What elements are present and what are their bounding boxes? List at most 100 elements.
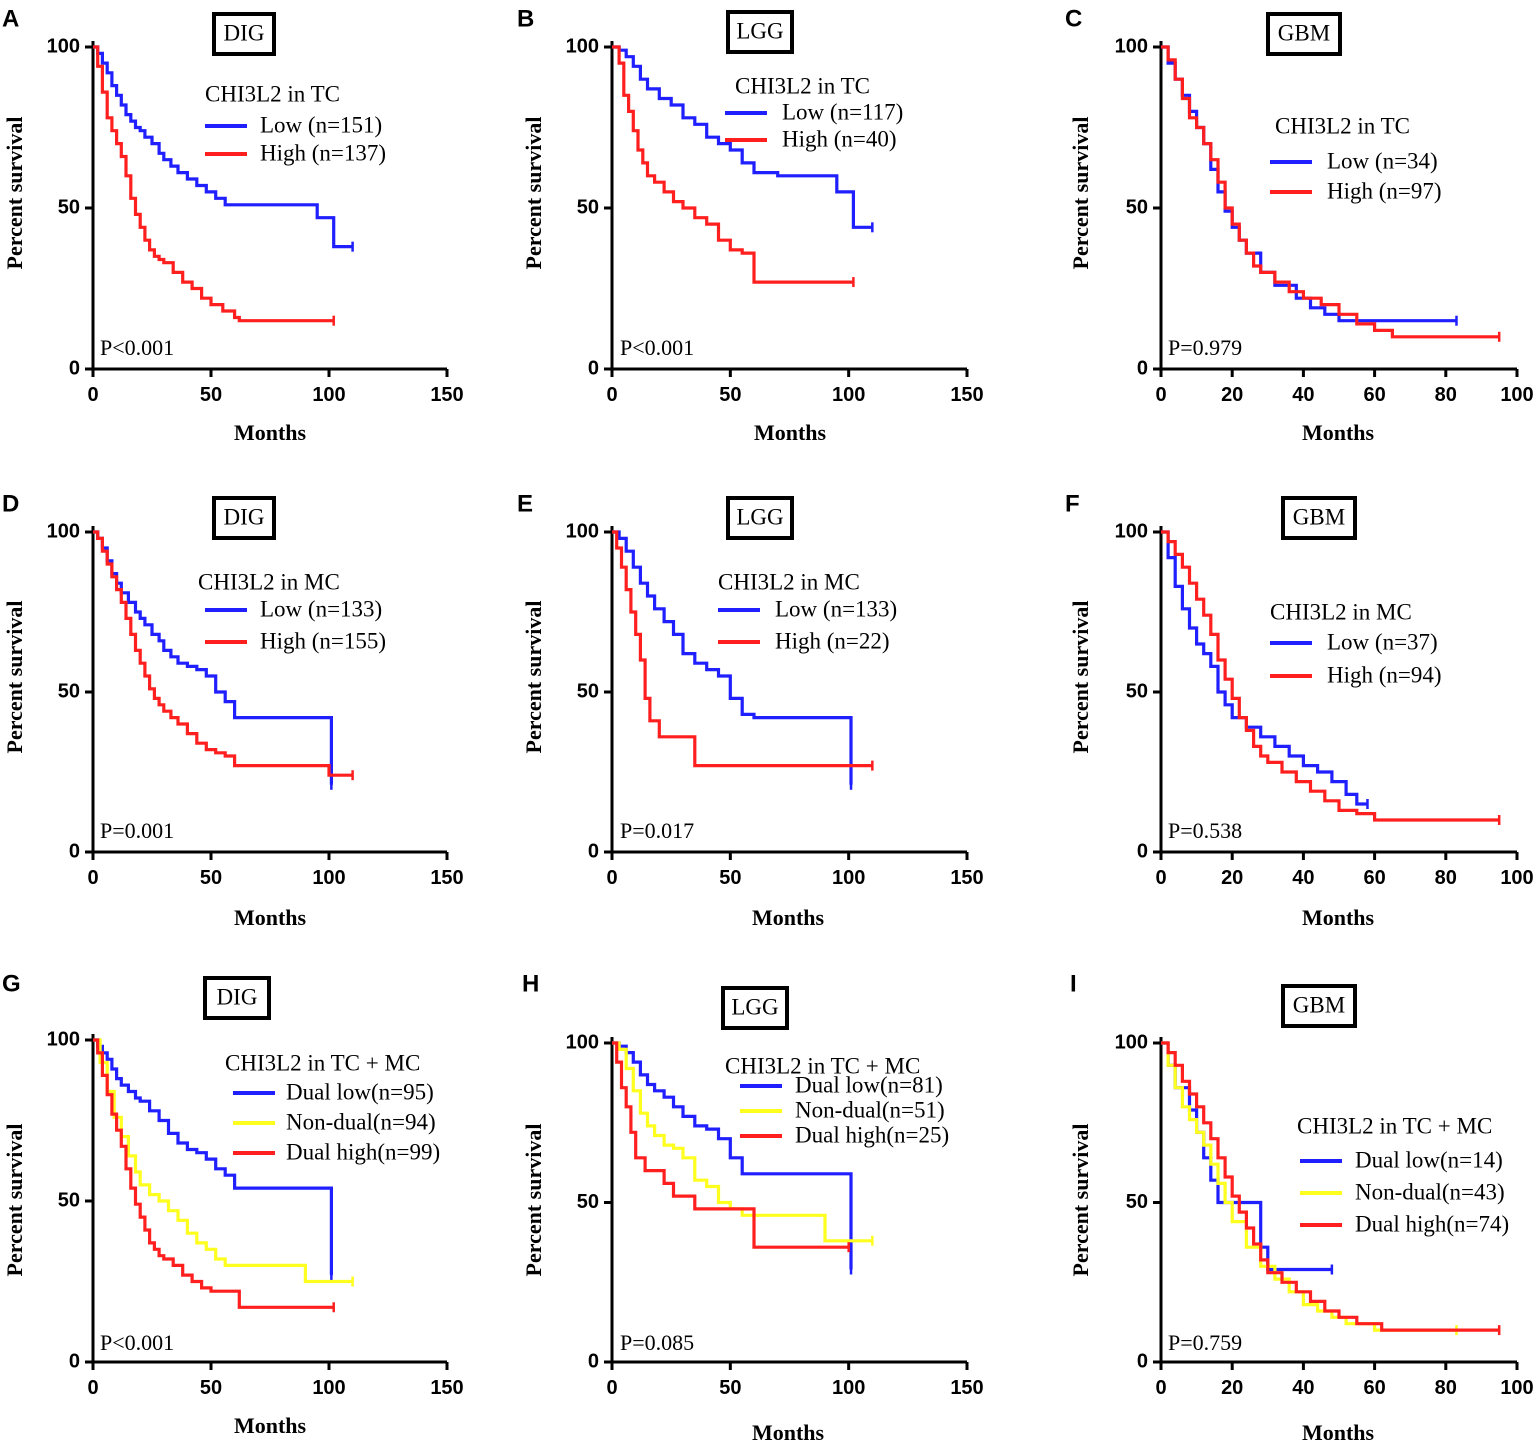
y-tick-label: 0 xyxy=(69,1350,80,1372)
x-tick-label: 60 xyxy=(1363,1377,1385,1399)
y-tick-label: 100 xyxy=(566,1031,599,1053)
p-value: P<0.001 xyxy=(100,1330,174,1355)
legend-label: High (n=40) xyxy=(782,126,897,151)
legend-label: Low (n=133) xyxy=(775,596,897,621)
legend-label: Non-dual(n=51) xyxy=(795,1097,945,1122)
legend-label: Low (n=117) xyxy=(782,99,903,124)
legend-title: CHI3L2 in TC xyxy=(205,81,340,106)
x-tick-label: 50 xyxy=(719,384,741,406)
legend-label: Low (n=37) xyxy=(1327,629,1438,654)
x-tick-label: 20 xyxy=(1221,1377,1243,1399)
panel-letter: A xyxy=(2,5,19,32)
panel-e: E LGG 0 50 100 0 50 100 150 Months Percent surviva… xyxy=(517,490,984,930)
x-tick-label: 0 xyxy=(1155,867,1166,889)
y-tick-label: 100 xyxy=(1115,1031,1148,1053)
y-axis-label: Percent survival xyxy=(2,601,27,754)
legend-label: Dual high(n=99) xyxy=(286,1139,440,1164)
x-tick-label: 20 xyxy=(1221,867,1243,889)
panel-letter: D xyxy=(2,490,19,517)
survival-curve-3 xyxy=(612,1041,849,1249)
survival-curve-1 xyxy=(612,530,853,785)
panel-letter: F xyxy=(1065,490,1080,517)
panel-i: I GBM 0 50 100 0 20 40 60 80 100 Months Percent surv… xyxy=(1068,970,1534,1445)
x-tick-label: 0 xyxy=(87,1377,98,1399)
x-axis-label: Months xyxy=(754,420,827,445)
legend-label: Dual high(n=25) xyxy=(795,1122,949,1147)
y-tick-label: 50 xyxy=(1126,680,1148,702)
x-tick-label: 150 xyxy=(950,384,983,406)
box-title: LGG xyxy=(731,994,778,1019)
x-axis-label: Months xyxy=(1302,420,1375,445)
y-axis-label: Percent survival xyxy=(1068,117,1093,270)
legend-title: CHI3L2 in TC + MC xyxy=(725,1053,920,1078)
y-tick-label: 100 xyxy=(566,520,599,542)
y-tick-label: 0 xyxy=(588,840,599,862)
box-title: LGG xyxy=(736,504,783,529)
x-tick-label: 20 xyxy=(1221,384,1243,406)
legend-label: High (n=155) xyxy=(260,628,386,653)
y-tick-label: 50 xyxy=(58,680,80,702)
panel-d: D DIG 0 50 100 0 50 100 150 Months Percent surviva… xyxy=(2,490,464,930)
x-tick-label: 60 xyxy=(1363,867,1385,889)
survival-curve-2 xyxy=(612,45,854,284)
x-tick-label: 100 xyxy=(312,867,345,889)
x-axis-label: Months xyxy=(234,420,307,445)
x-tick-label: 150 xyxy=(430,1377,463,1399)
y-axis-label: Percent survival xyxy=(521,117,546,270)
x-tick-label: 50 xyxy=(200,867,222,889)
y-tick-label: 0 xyxy=(1137,357,1148,379)
survival-curve-1 xyxy=(93,45,353,249)
y-tick-label: 100 xyxy=(1115,35,1148,57)
legend-label: Dual low(n=95) xyxy=(286,1079,434,1104)
panel-b: B LGG 0 50 100 0 50 100 150 Months Percent surviva… xyxy=(517,5,984,445)
survival-curve-3 xyxy=(93,1038,334,1309)
survival-curve-3 xyxy=(1161,1041,1500,1332)
y-tick-label: 100 xyxy=(47,1028,80,1050)
y-tick-label: 50 xyxy=(58,196,80,218)
legend-label: High (n=97) xyxy=(1327,178,1442,203)
legend-label: High (n=22) xyxy=(775,628,890,653)
x-tick-label: 50 xyxy=(719,867,741,889)
y-tick-label: 50 xyxy=(577,680,599,702)
x-tick-label: 100 xyxy=(1500,867,1533,889)
x-tick-label: 80 xyxy=(1435,1377,1457,1399)
panel-letter: H xyxy=(522,970,539,997)
x-tick-label: 150 xyxy=(950,1377,983,1399)
legend-label: High (n=137) xyxy=(260,140,386,165)
legend-title: CHI3L2 in MC xyxy=(198,569,340,594)
p-value: P=0.017 xyxy=(620,818,694,843)
box-title: GBM xyxy=(1293,992,1345,1017)
panel-letter: E xyxy=(517,490,533,517)
p-value: P=0.979 xyxy=(1168,335,1242,360)
y-axis-label: Percent survival xyxy=(2,117,27,270)
survival-curve-2 xyxy=(93,530,353,777)
x-axis-label: Months xyxy=(1302,905,1375,930)
legend-label: Dual low(n=14) xyxy=(1355,1147,1503,1172)
legend-label: Low (n=133) xyxy=(260,596,382,621)
panel-f: F GBM 0 50 100 0 20 40 60 80 100 Months Percent surv… xyxy=(1065,490,1534,930)
title-box xyxy=(212,496,276,540)
survival-curve-2 xyxy=(1161,530,1500,822)
survival-curve-1 xyxy=(1161,530,1368,806)
y-tick-label: 50 xyxy=(1126,1191,1148,1213)
y-tick-label: 0 xyxy=(69,840,80,862)
x-tick-label: 50 xyxy=(200,1377,222,1399)
box-title: DIG xyxy=(217,984,258,1009)
survival-curve-1 xyxy=(93,1038,333,1276)
legend-label: Non-dual(n=43) xyxy=(1355,1179,1505,1204)
box-title: DIG xyxy=(224,504,265,529)
title-box xyxy=(203,976,271,1020)
y-tick-label: 100 xyxy=(1115,520,1148,542)
x-tick-label: 0 xyxy=(87,384,98,406)
title-box xyxy=(212,12,276,56)
legend-title: CHI3L2 in MC xyxy=(718,569,860,594)
y-tick-label: 0 xyxy=(69,357,80,379)
x-tick-label: 100 xyxy=(1500,384,1533,406)
panel-g: G DIG 0 50 100 0 50 100 150 Months Percent surviva… xyxy=(2,970,464,1438)
x-tick-label: 100 xyxy=(832,1377,865,1399)
y-axis-label: Percent survival xyxy=(521,1124,546,1277)
x-tick-label: 60 xyxy=(1363,384,1385,406)
x-tick-label: 80 xyxy=(1435,867,1457,889)
y-tick-label: 100 xyxy=(47,520,80,542)
p-value: P=0.085 xyxy=(620,1330,694,1355)
